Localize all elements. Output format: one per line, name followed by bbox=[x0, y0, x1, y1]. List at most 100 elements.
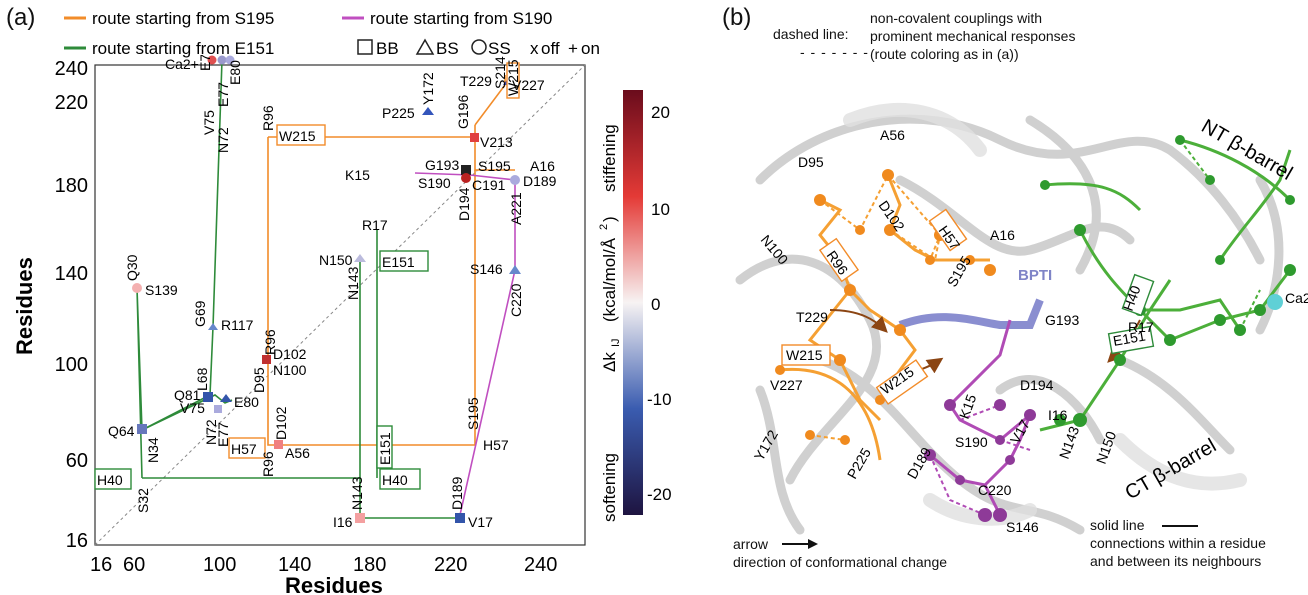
dashed-line-title: dashed line: bbox=[773, 26, 849, 42]
legend-on: on bbox=[581, 39, 600, 58]
box-w215-b: W215 bbox=[505, 59, 521, 96]
svg-text:2: 2 bbox=[598, 224, 610, 230]
res-label-a16: A16 bbox=[530, 158, 555, 174]
bpti-label: BPTI bbox=[1018, 267, 1052, 284]
svg-text:N143: N143 bbox=[1056, 424, 1083, 461]
res-label-l68: L68 bbox=[194, 367, 210, 391]
svg-text:A16: A16 bbox=[990, 227, 1015, 243]
res-label-s139: S139 bbox=[145, 282, 178, 298]
solid-line-sample-icon bbox=[1162, 525, 1198, 527]
marker-e80 bbox=[220, 394, 232, 402]
markers bbox=[132, 55, 521, 523]
box-w215-a: W215 bbox=[279, 128, 316, 144]
res-label-n72: N72 bbox=[215, 127, 231, 153]
svg-text:Δk: Δk bbox=[600, 352, 619, 372]
y-tick-60: 60 bbox=[66, 450, 88, 472]
legend-route-s195: route starting from S195 bbox=[92, 9, 274, 28]
boxes-orange bbox=[228, 62, 520, 459]
boxed-labels: W215 W215 E151 E151 H57 H40 H40 bbox=[97, 59, 521, 488]
box-h40-b: H40 bbox=[382, 472, 408, 488]
x-tick-16: 16 bbox=[90, 554, 112, 576]
boxes-b-green bbox=[1107, 273, 1155, 355]
y-axis-label: Residues bbox=[12, 257, 37, 355]
res-label-s190: S190 bbox=[418, 175, 451, 191]
svg-text:-20: -20 bbox=[647, 485, 672, 504]
res-label-s32: S32 bbox=[135, 488, 151, 513]
res-label-v75b: V75 bbox=[180, 400, 205, 416]
svg-text:W215: W215 bbox=[786, 347, 823, 363]
res-label-s195: S195 bbox=[478, 158, 511, 174]
res-label-c191: C191 bbox=[472, 177, 506, 193]
res-label-n100: N100 bbox=[273, 362, 307, 378]
res-label-d189b: D189 bbox=[449, 476, 465, 510]
solid-line-title: solid line bbox=[1090, 517, 1145, 533]
svg-text:Ca2+: Ca2+ bbox=[1285, 290, 1308, 306]
colorbar: 20 10 0 -10 -20 softening Δk IJ (kcal/mo… bbox=[598, 90, 672, 522]
svg-text:S190: S190 bbox=[955, 434, 988, 450]
res-label-r96c: R96 bbox=[260, 451, 276, 477]
res-label-r96b: R96 bbox=[262, 329, 278, 355]
legend-ss: SS bbox=[488, 39, 511, 58]
svg-text:S146: S146 bbox=[1006, 519, 1039, 535]
res-label-p225: P225 bbox=[382, 105, 415, 121]
colorbar-ticks: 20 10 0 -10 -20 bbox=[647, 103, 672, 504]
marker-q30 bbox=[132, 283, 142, 293]
res-label-k15: K15 bbox=[345, 167, 370, 183]
marker-g69 bbox=[208, 323, 218, 330]
residue-labels: Ca2+ E70 E77 E80 V75 N72 R96 Y172 P225 S… bbox=[108, 55, 557, 530]
marker-n150 bbox=[354, 254, 366, 262]
panel-b-label: (b) bbox=[722, 4, 752, 31]
dashed-desc-2: prominent mechanical responses bbox=[870, 28, 1076, 44]
res-label-v213: V213 bbox=[480, 134, 513, 150]
res-label-n143: N143 bbox=[345, 266, 361, 300]
green-network bbox=[1039, 138, 1292, 432]
res-label-y172: Y172 bbox=[420, 72, 436, 105]
x-tick-220: 220 bbox=[434, 554, 467, 576]
marker-g193 bbox=[461, 165, 471, 175]
res-label-d102b: D102 bbox=[273, 406, 289, 440]
contact-map-plot: 16 60 100 140 180 220 240 16 60 100 140 … bbox=[12, 55, 586, 595]
res-label-i16: I16 bbox=[333, 514, 353, 530]
box-e151-a: E151 bbox=[382, 254, 415, 270]
res-label-e80: E80 bbox=[227, 60, 243, 85]
legend-circle-icon bbox=[471, 39, 487, 55]
res-label-a221: A221 bbox=[508, 192, 524, 225]
y-tick-240: 240 bbox=[55, 58, 88, 80]
svg-text:G193: G193 bbox=[1045, 312, 1079, 328]
box-h57: H57 bbox=[231, 441, 257, 457]
marker-d189 bbox=[510, 175, 520, 185]
y-tick-220: 220 bbox=[55, 92, 88, 114]
res-label-g69: G69 bbox=[192, 300, 208, 327]
marker-a56 bbox=[274, 440, 283, 449]
y-tick-100: 100 bbox=[55, 354, 88, 376]
svg-text:-10: -10 bbox=[647, 390, 672, 409]
res-label-d95: D95 bbox=[251, 367, 267, 393]
dashed-desc-3: (route coloring as in (a)) bbox=[870, 46, 1019, 62]
calcium-ion bbox=[1267, 294, 1283, 310]
box-h40-a: H40 bbox=[97, 472, 123, 488]
marker-r96 bbox=[262, 355, 271, 364]
green-dashed bbox=[1179, 139, 1261, 331]
res-label-n143b: N143 bbox=[349, 476, 365, 510]
plot-frame bbox=[94, 64, 586, 546]
res-label-s146: S146 bbox=[470, 261, 503, 277]
bpti-ribbon bbox=[898, 298, 1044, 329]
svg-text:V17: V17 bbox=[1007, 417, 1033, 447]
res-label-c220: C220 bbox=[508, 283, 524, 317]
res-label-e80b: E80 bbox=[234, 394, 259, 410]
marker-e77 bbox=[214, 405, 222, 413]
svg-text:IJ: IJ bbox=[610, 338, 622, 347]
x-tick-140: 140 bbox=[278, 554, 311, 576]
svg-text:): ) bbox=[600, 216, 619, 222]
svg-text:D102: D102 bbox=[876, 198, 908, 235]
res-label-e77b: E77 bbox=[215, 422, 231, 447]
res-label-q30: Q30 bbox=[124, 254, 140, 281]
svg-text:(kcal/mol/Å: (kcal/mol/Å bbox=[600, 237, 619, 322]
res-label-s214: S214 bbox=[492, 56, 508, 89]
marker-ca-e70 bbox=[207, 55, 217, 65]
marker-g196 bbox=[470, 133, 479, 142]
svg-text:T229: T229 bbox=[796, 309, 828, 325]
legend-off: off bbox=[541, 39, 560, 58]
orange-dashed bbox=[809, 174, 942, 441]
marker-e80 bbox=[225, 55, 235, 65]
